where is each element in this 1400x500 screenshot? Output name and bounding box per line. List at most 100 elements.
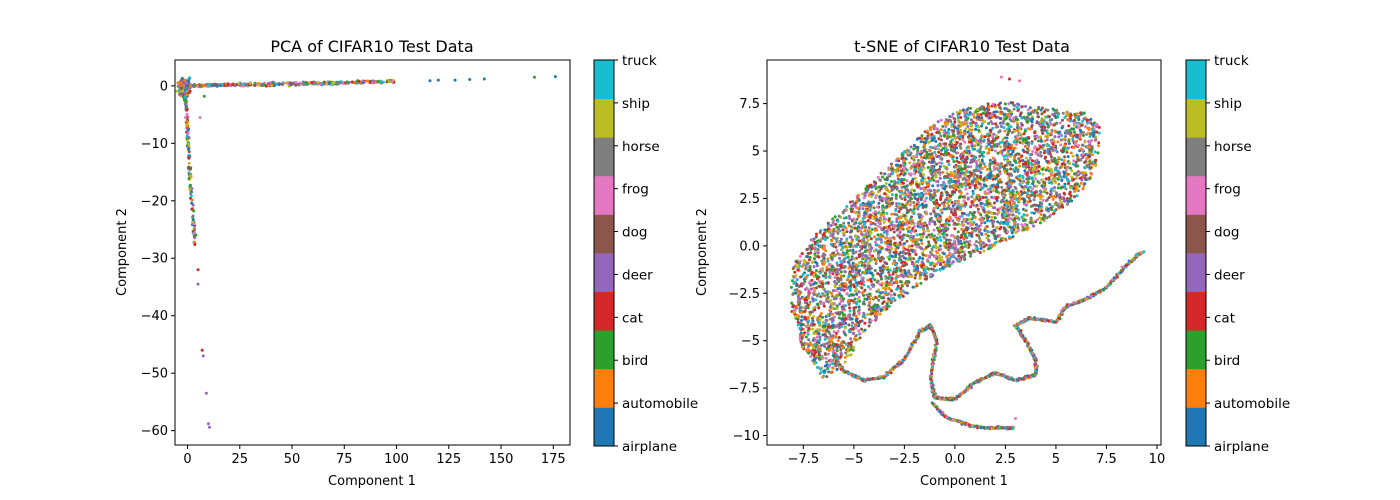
tsne-point	[888, 190, 892, 194]
pca-point	[181, 89, 185, 93]
tsne-point	[866, 295, 870, 299]
tsne-point	[960, 235, 964, 239]
tsne-point	[939, 128, 943, 132]
pca-point	[189, 196, 193, 200]
tsne-point	[983, 221, 987, 225]
tsne-point	[1024, 104, 1028, 108]
pca-point	[294, 81, 298, 85]
tsne-point	[932, 238, 936, 242]
tsne-point	[882, 300, 886, 304]
pca-colorbar: airplaneautomobilebirdcatdeerdogfroghors…	[593, 53, 698, 455]
tsne-point	[1027, 127, 1031, 131]
tsne-point	[944, 245, 948, 249]
tsne-point	[908, 161, 912, 165]
tsne-point	[813, 252, 817, 256]
tsne-point	[1063, 192, 1067, 196]
pca-outlier-point	[192, 222, 196, 226]
tsne-point	[844, 351, 848, 355]
tsne-point	[917, 200, 921, 204]
tsne-point	[1033, 137, 1037, 141]
tsne-point	[940, 148, 943, 152]
tsne-point	[899, 286, 903, 290]
pca-y-label: Component 2	[115, 208, 130, 296]
tsne-point	[1039, 190, 1043, 194]
tsne-point	[926, 226, 930, 230]
y-tick-label: −10	[141, 137, 168, 152]
tsne-point	[955, 146, 959, 150]
tsne-point	[924, 196, 928, 200]
tsne-point	[897, 210, 901, 214]
tsne-point	[854, 267, 858, 271]
pca-point	[187, 150, 191, 154]
tsne-point	[1071, 162, 1075, 166]
tsne-point	[863, 254, 867, 258]
tsne-point	[838, 229, 842, 233]
tsne-point	[1016, 229, 1020, 233]
tsne-point	[880, 269, 884, 273]
tsne-point	[1030, 193, 1034, 197]
tsne-point	[824, 356, 828, 360]
tsne-point	[847, 275, 851, 279]
tsne-point	[833, 302, 837, 306]
tsne-point	[830, 312, 834, 316]
tsne-point	[867, 301, 871, 305]
tsne-point	[950, 201, 954, 205]
tsne-point	[958, 110, 962, 114]
tsne-point	[930, 253, 934, 257]
pca-point	[187, 161, 191, 165]
tsne-point	[994, 236, 998, 240]
tsne-point	[1075, 153, 1079, 157]
tsne-point	[1051, 197, 1055, 201]
tsne-point	[867, 243, 871, 247]
tsne-point	[1058, 166, 1062, 170]
pca-point	[331, 81, 335, 85]
tsne-point	[943, 187, 947, 191]
pca-point	[260, 82, 264, 86]
tsne-point	[1014, 115, 1018, 119]
tsne-point	[1047, 115, 1051, 119]
tsne-point	[837, 335, 841, 339]
tsne-point	[803, 310, 807, 314]
tsne-point	[819, 312, 823, 316]
tsne-point	[1066, 179, 1070, 183]
pca-point	[186, 91, 190, 95]
tsne-point	[1016, 223, 1020, 227]
tsne-point	[815, 264, 819, 268]
tsne-point	[1007, 189, 1011, 193]
tsne-point	[949, 140, 953, 144]
tsne-point	[975, 174, 979, 178]
colorbar-swatch-horse	[594, 137, 614, 177]
pca-point	[192, 83, 196, 87]
tsne-point	[800, 252, 804, 256]
tsne-point	[984, 126, 988, 130]
tsne-point	[838, 284, 842, 288]
pca-point	[324, 82, 328, 86]
tsne-point	[873, 228, 877, 232]
tsne-point	[839, 223, 843, 227]
pca-point	[361, 81, 365, 85]
tsne-point	[986, 102, 990, 106]
tsne-point	[898, 230, 902, 234]
tsne-point	[831, 306, 835, 310]
pca-point	[316, 80, 320, 84]
tsne-point	[1058, 121, 1062, 125]
tsne-point	[838, 302, 842, 306]
tsne-point	[901, 220, 905, 224]
tsne-point	[806, 251, 810, 255]
pca-point	[336, 82, 340, 86]
tsne-point	[1064, 134, 1068, 138]
tsne-point	[1003, 129, 1007, 133]
pca-point	[183, 95, 187, 99]
tsne-point	[937, 161, 941, 165]
tsne-point	[881, 234, 885, 238]
tsne-point	[843, 269, 847, 273]
tsne-point	[1073, 121, 1077, 125]
tsne-point	[903, 217, 907, 221]
pca-outlier-point	[206, 422, 210, 426]
pca-point	[190, 201, 194, 205]
tsne-point	[942, 164, 946, 168]
tsne-point	[1049, 155, 1053, 159]
tsne-point	[1036, 115, 1040, 119]
tsne-point	[826, 259, 830, 263]
tsne-point	[821, 375, 825, 379]
